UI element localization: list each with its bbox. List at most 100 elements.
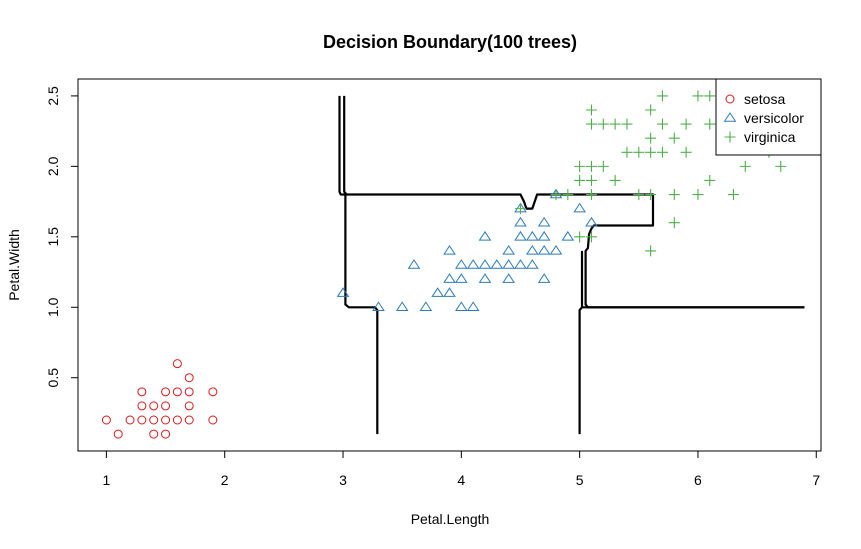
versicolor-point <box>514 259 527 269</box>
setosa-point <box>208 415 218 425</box>
series-virginica <box>514 90 810 257</box>
virginica-point <box>704 118 716 130</box>
versicolor-point <box>419 301 433 312</box>
setosa-point <box>149 415 159 425</box>
setosa-point <box>125 415 135 425</box>
legend-box <box>715 78 822 156</box>
legend-item-virginica: virginica <box>724 129 796 145</box>
x-tick-label: 3 <box>339 472 347 488</box>
virginica-point <box>550 189 562 201</box>
setosa-point <box>137 387 147 397</box>
versicolor-point <box>455 273 468 283</box>
setosa-point <box>149 429 159 439</box>
x-tick-label: 2 <box>221 472 229 488</box>
virginica-point <box>645 189 657 201</box>
legend-label: setosa <box>744 91 785 107</box>
y-tick-label: 1.5 <box>45 227 61 247</box>
virginica-point <box>680 146 692 158</box>
virginica-point <box>704 174 716 186</box>
versicolor-point <box>478 230 492 241</box>
virginica-point <box>585 174 597 186</box>
y-tick-label: 2.5 <box>45 86 61 106</box>
virginica-point <box>609 174 621 186</box>
virginica-point <box>645 146 657 158</box>
versicolor-point <box>537 244 551 255</box>
virginica-point <box>739 160 751 172</box>
x-tick-label: 5 <box>576 472 584 488</box>
legend-item-versicolor: versicolor <box>723 110 804 126</box>
virginica-point <box>775 160 787 172</box>
setosa-point <box>161 415 171 425</box>
versicolor-point <box>585 216 598 227</box>
setosa-point <box>184 387 194 397</box>
versicolor-point <box>490 259 504 269</box>
virginica-point <box>668 189 680 201</box>
series-setosa <box>101 359 218 439</box>
x-tick-label: 1 <box>102 472 110 488</box>
virginica-point <box>574 160 586 172</box>
setosa-point <box>208 387 218 397</box>
setosa-point <box>161 387 171 397</box>
legend-marker <box>723 112 737 122</box>
virginica-point <box>597 160 609 172</box>
y-axis-label: Petal.Width <box>6 229 22 301</box>
versicolor-point <box>443 244 456 255</box>
versicolor-point <box>443 287 456 297</box>
virginica-point <box>668 132 680 144</box>
versicolor-point <box>478 259 492 269</box>
virginica-point <box>645 104 657 116</box>
versicolor-point <box>502 273 515 283</box>
virginica-point <box>585 189 597 201</box>
x-tick-label: 4 <box>457 472 465 488</box>
setosa-point <box>172 415 182 425</box>
virginica-point <box>514 203 526 215</box>
virginica-point <box>574 174 586 186</box>
virginica-point <box>621 146 633 158</box>
virginica-point <box>585 231 597 243</box>
virginica-point <box>668 217 680 229</box>
versicolor-point <box>455 259 468 269</box>
legend-label: versicolor <box>744 110 804 126</box>
setosa-point <box>161 429 171 439</box>
virginica-point <box>562 189 574 201</box>
virginica-point <box>704 90 716 102</box>
setosa-point <box>113 429 123 439</box>
x-tick-label: 6 <box>694 472 702 488</box>
versicolor-point <box>573 202 586 213</box>
virginica-point <box>692 189 704 201</box>
x-axis-label: Petal.Length <box>411 511 490 527</box>
versicolor-point <box>549 244 563 255</box>
decision-boundaries <box>338 95 805 435</box>
virginica-point <box>597 118 609 130</box>
setosa-point <box>184 401 194 411</box>
virginica-point <box>621 118 633 130</box>
legend-marker <box>724 131 736 143</box>
versicolor-point <box>372 301 385 312</box>
legend-marker <box>725 94 735 104</box>
virginica-point <box>633 189 645 201</box>
versicolor-point <box>537 273 551 283</box>
versicolor-point <box>537 230 551 241</box>
versicolor-point <box>561 230 575 241</box>
virginica-point <box>645 132 657 144</box>
versicolor-point <box>431 287 444 297</box>
virginica-point <box>692 90 704 102</box>
versicolor-point <box>525 230 539 241</box>
virginica-point <box>656 90 668 102</box>
virginica-point <box>609 118 621 130</box>
versicolor-point <box>514 216 527 227</box>
versicolor-point <box>466 301 480 312</box>
virginica-point <box>645 245 657 257</box>
virginica-point <box>633 146 645 158</box>
data-points <box>101 90 810 439</box>
legend-label: virginica <box>744 129 796 145</box>
setosa-point <box>101 415 111 425</box>
legend: setosa versicolor virginica <box>715 78 822 156</box>
setosa-point <box>184 373 194 383</box>
boundary-line <box>343 95 805 309</box>
setosa-point <box>149 401 159 411</box>
virginica-point <box>585 104 597 116</box>
series-versicolor <box>336 188 598 312</box>
y-tick-label: 0.5 <box>45 368 61 388</box>
